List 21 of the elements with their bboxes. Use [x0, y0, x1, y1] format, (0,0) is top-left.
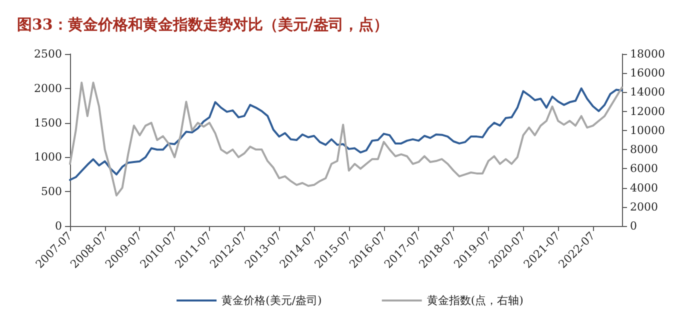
y2-tick-label: 12000 [630, 104, 665, 118]
y-tick-label: 1500 [34, 116, 62, 130]
y2-tick-label: 2000 [630, 200, 658, 214]
line-series [69, 82, 623, 196]
legend-label: 黄金指数(点，右轴) [426, 294, 524, 307]
y-tick-label: 500 [41, 185, 62, 198]
y2-tick-label: 0 [630, 220, 637, 232]
y2-tick-label: 14000 [630, 86, 665, 99]
y2-tick-label: 18000 [630, 48, 665, 60]
legend-label: 黄金价格(美元/盎司) [222, 294, 322, 307]
y-tick-label: 2500 [34, 48, 62, 60]
y-tick-label: 0 [55, 220, 62, 232]
y2-tick-label: 10000 [630, 124, 665, 137]
y2-tick-label: 4000 [630, 181, 658, 194]
y-tick-label: 2000 [34, 82, 62, 95]
line-series [69, 87, 623, 181]
y2-tick-label: 16000 [630, 66, 665, 80]
y2-tick-label: 8000 [630, 143, 658, 156]
chart-title: 图33：黄金价格和黄金指数走势对比（美元/盎司，点） [17, 16, 388, 34]
y-tick-label: 1000 [34, 150, 62, 164]
y2-tick-label: 6000 [630, 162, 658, 176]
